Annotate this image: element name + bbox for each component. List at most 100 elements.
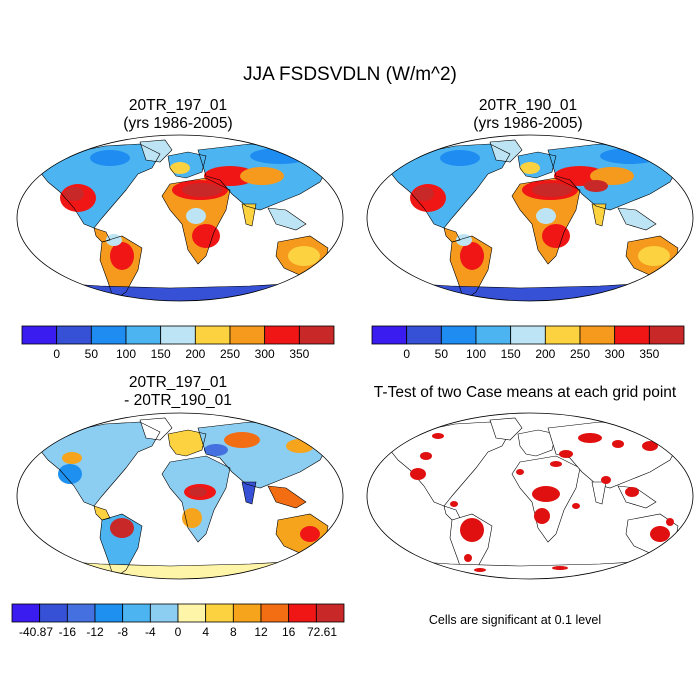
significant-cell-12 bbox=[464, 554, 472, 562]
colorbar-tick-label: 250 bbox=[220, 347, 240, 361]
colorbar-tick-label: -4 bbox=[145, 625, 156, 639]
europe-coast bbox=[517, 429, 557, 457]
southern-africa-hotspot bbox=[192, 224, 220, 248]
colorbar-tick-label: -12 bbox=[86, 625, 104, 639]
colorbar-top-left: 0 50 100 150 200 250 300 350 bbox=[21, 325, 335, 361]
panel-title-top-left-line1: 20TR_197_01 bbox=[128, 97, 228, 114]
north-america-land bbox=[40, 144, 160, 228]
colorbar-tick-label: 0 bbox=[53, 347, 60, 361]
africa-coast bbox=[161, 455, 231, 543]
significant-cell-14 bbox=[432, 433, 444, 439]
seAsia-coast bbox=[617, 207, 657, 231]
antarctica-land bbox=[374, 282, 688, 301]
europe-land bbox=[168, 430, 206, 456]
colorbar-swatch-5 bbox=[149, 603, 179, 623]
southAmerica-coast bbox=[99, 235, 143, 301]
greenland-land bbox=[490, 140, 522, 162]
se-asia-land bbox=[268, 486, 306, 508]
significant-cell-15 bbox=[550, 461, 562, 467]
central-america-land bbox=[94, 506, 110, 520]
colorbar-tick-label: 150 bbox=[151, 347, 171, 361]
india-coast bbox=[591, 481, 607, 505]
significant-cell-0 bbox=[460, 518, 484, 542]
colorbar-tick-label: 16 bbox=[282, 625, 296, 639]
panel-title-top-right-line2: (yrs 1986-2005) bbox=[473, 115, 583, 132]
centralAmerica-coast bbox=[443, 505, 461, 521]
colorbar-swatch-5 bbox=[544, 325, 581, 345]
siberia-cool bbox=[250, 148, 310, 164]
canada-cool bbox=[90, 150, 130, 166]
southAmerica-coast bbox=[449, 235, 493, 301]
northAmerica-coast bbox=[389, 421, 511, 507]
colorbar-swatch-3 bbox=[475, 325, 512, 345]
central-asia-warm bbox=[590, 167, 634, 185]
siberia-positive bbox=[224, 432, 260, 448]
colorbar-tick-label: 350 bbox=[289, 347, 309, 361]
northAmerica-coast bbox=[39, 421, 161, 507]
colorbar-tick-label: 4 bbox=[202, 625, 209, 639]
middle-east-negative bbox=[204, 444, 228, 456]
colorbar-swatch-10 bbox=[288, 603, 317, 623]
colorbar-swatch-8 bbox=[298, 325, 335, 345]
colorbar-swatch-3 bbox=[125, 325, 162, 345]
patagonia-negative bbox=[108, 550, 120, 562]
map-border bbox=[16, 412, 344, 580]
middle-east-hotspot bbox=[204, 166, 256, 186]
central-asia-warm bbox=[240, 167, 284, 185]
colorbar-swatch-2 bbox=[90, 325, 127, 345]
colorbar-swatch-7 bbox=[264, 325, 300, 345]
greenland-land bbox=[140, 418, 172, 440]
colorbar-difference: -40.87 -16 -12 -8 -4 0 4 8 12 16 72.61 bbox=[11, 603, 345, 639]
colorbar-swatch-5 bbox=[194, 325, 231, 345]
us-core bbox=[64, 187, 84, 201]
colorbar-swatch-4 bbox=[510, 325, 546, 345]
mediterranean-warm bbox=[520, 162, 540, 174]
colorbar-swatch-11 bbox=[315, 603, 345, 623]
north-america-land bbox=[390, 144, 510, 228]
colorbar-tick-label: 100 bbox=[116, 347, 136, 361]
colorbar-tick-label: 300 bbox=[605, 347, 625, 361]
significant-cell-13 bbox=[601, 476, 611, 484]
significant-cell-3 bbox=[650, 526, 670, 542]
us-core bbox=[414, 187, 434, 201]
sahel-core bbox=[189, 487, 207, 497]
map-top-right bbox=[366, 134, 694, 302]
panel-title-top-left: 20TR_197_01 (yrs 1986-2005) bbox=[13, 97, 343, 133]
colorbar-swatch-1 bbox=[39, 603, 68, 623]
brazil-hotspot bbox=[110, 242, 134, 270]
panel-title-top-right-line1: 20TR_190_01 bbox=[478, 97, 578, 114]
us-north-positive bbox=[62, 452, 82, 464]
colorbar-swatch-8 bbox=[648, 325, 685, 345]
colorbar-tick-label: 50 bbox=[435, 347, 449, 361]
europe-coast bbox=[517, 151, 557, 179]
colorbar-swatch-6 bbox=[229, 325, 266, 345]
colorbar-tick-label: -40.87 bbox=[19, 625, 53, 639]
greenland-coast bbox=[139, 139, 173, 163]
brazil-hotspot bbox=[460, 242, 484, 270]
southern-africa-hotspot bbox=[542, 224, 570, 248]
colorbar-swatch-8 bbox=[232, 603, 262, 623]
colorbar-tick-label: 100 bbox=[466, 347, 486, 361]
southAmerica-coast bbox=[99, 513, 143, 579]
colorbar-tick-label: 250 bbox=[570, 347, 590, 361]
colorbar-swatch-0 bbox=[11, 603, 41, 623]
middle-east-core bbox=[584, 180, 608, 192]
colorbar-tick-label: -8 bbox=[117, 625, 128, 639]
southern-africa-positive bbox=[182, 508, 202, 528]
africa-coast bbox=[161, 177, 231, 265]
greenland-coast bbox=[489, 417, 523, 441]
colorbar-swatch-2 bbox=[440, 325, 477, 345]
seAsia-coast bbox=[267, 207, 307, 231]
australia-warm bbox=[288, 246, 320, 266]
northAmerica-coast bbox=[389, 143, 511, 229]
central-america-land bbox=[94, 228, 110, 242]
significant-cell-5 bbox=[420, 452, 432, 460]
map-border bbox=[366, 412, 694, 580]
colorbar-swatch-9 bbox=[260, 603, 290, 623]
africa-coast bbox=[511, 177, 581, 265]
colorbar-top-right: 0 50 100 150 200 250 300 350 bbox=[371, 325, 685, 361]
siberia-cool bbox=[600, 148, 660, 164]
colorbar-swatch-2 bbox=[66, 603, 96, 623]
panel-title-top-left-line2: (yrs 1986-2005) bbox=[123, 115, 233, 132]
significant-cell-9 bbox=[612, 440, 624, 448]
